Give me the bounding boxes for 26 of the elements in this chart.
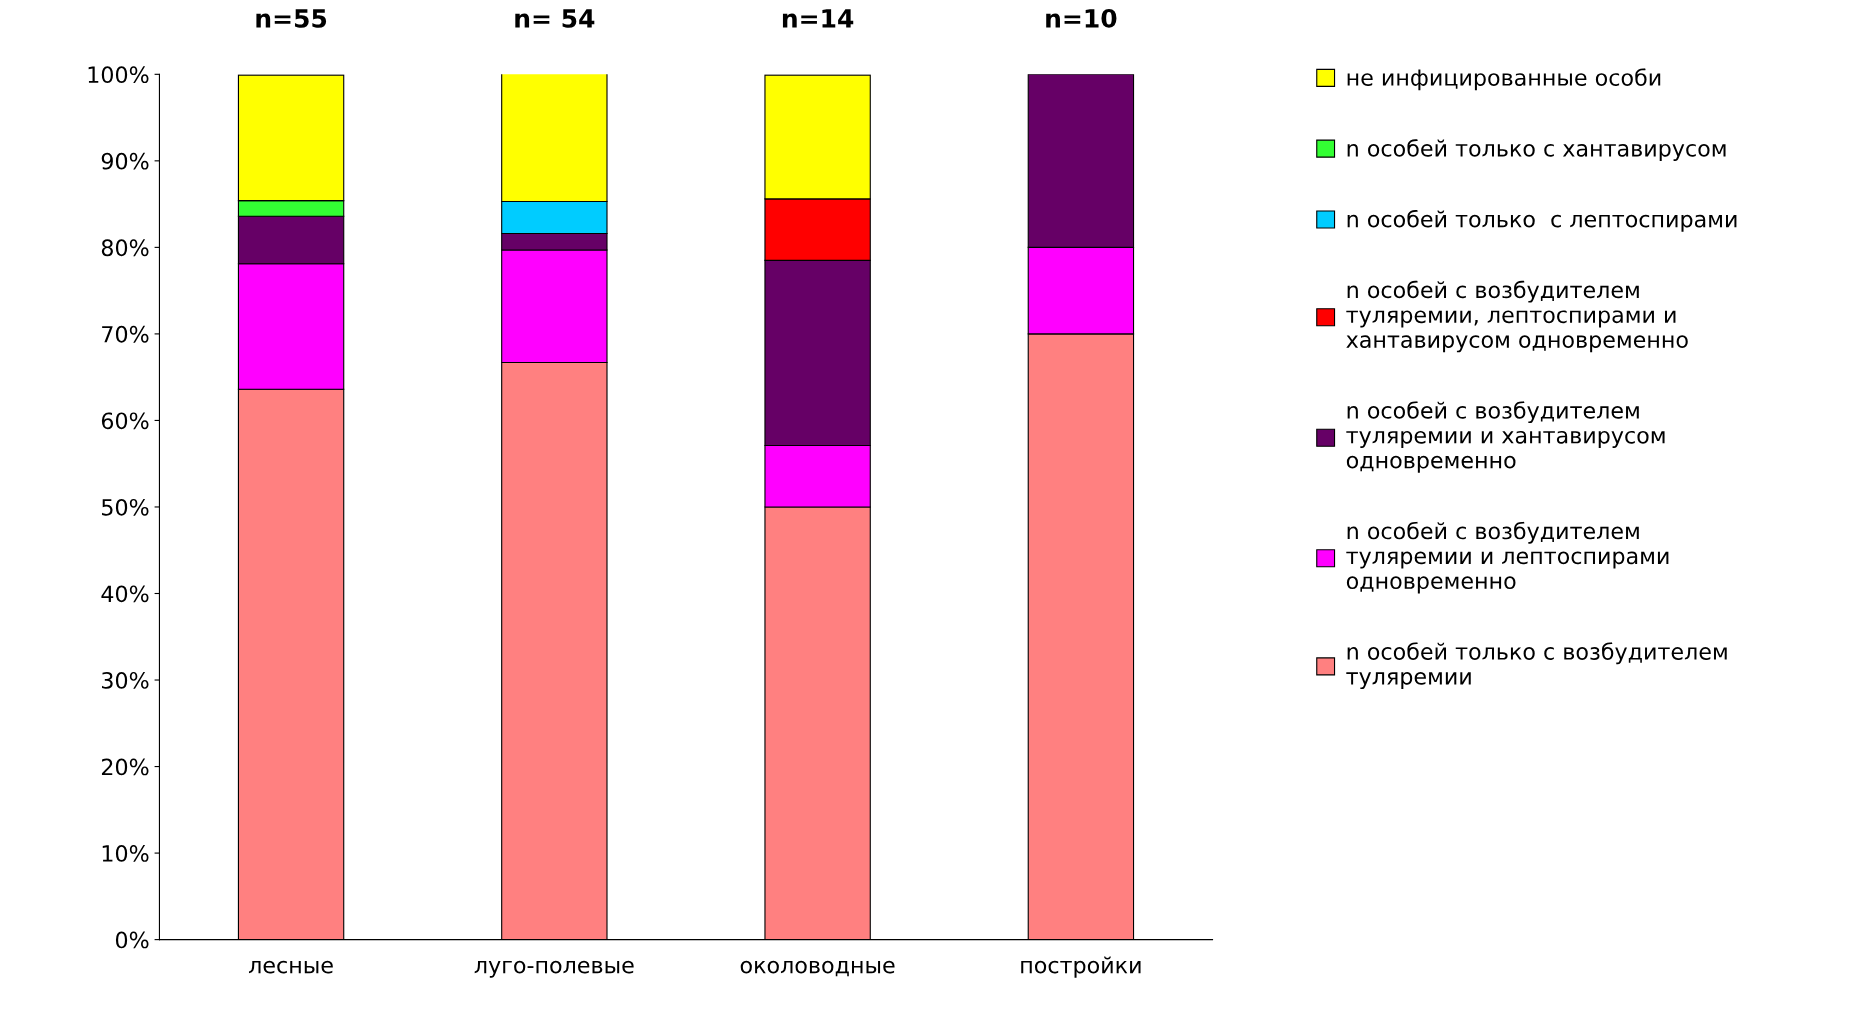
x-tick-label: лесные <box>248 960 333 974</box>
y-tick-label: 50% <box>102 498 149 516</box>
legend-label: n особей только с хантавирусом <box>1347 139 1726 162</box>
annotation: n=14 <box>782 9 854 28</box>
annotation: n=55 <box>256 9 327 28</box>
annotation: n=10 <box>1046 8 1117 28</box>
legend-label: не инфицированные особи <box>1347 68 1661 91</box>
x-tick-label: околоводные <box>740 960 895 977</box>
y-tick-label: 30% <box>102 671 149 689</box>
y-tick-label: 60% <box>101 412 149 430</box>
legend-label: n особей с возбудителем туляремии и лептоспирами одновременно <box>1346 521 1669 594</box>
legend-label: n особей с возбудителем туляремии, лептоспирами и хантавирусом одновременно <box>1346 280 1688 353</box>
y-tick-label: 90% <box>101 152 149 170</box>
y-tick-label: 10% <box>102 845 149 862</box>
legend-label: n особей только с лептоспирами <box>1347 209 1737 232</box>
y-tick-label: 80% <box>101 239 149 257</box>
y-tick-label: 20% <box>101 758 149 776</box>
legend-label: n особей с возбудителем туляремии и хантавирусом одновременно <box>1346 401 1665 473</box>
legend-label: n особей только с возбудителем туляремии <box>1346 642 1727 690</box>
x-tick-label: постройки <box>1021 956 1141 978</box>
annotation: n= 54 <box>515 9 595 28</box>
x-tick-label: луго-полевые <box>474 960 634 978</box>
y-tick-label: 70% <box>102 325 149 343</box>
y-tick-label: 40% <box>101 585 149 603</box>
y-tick-label: 0% <box>115 931 149 949</box>
y-tick-label: 100% <box>88 66 149 84</box>
